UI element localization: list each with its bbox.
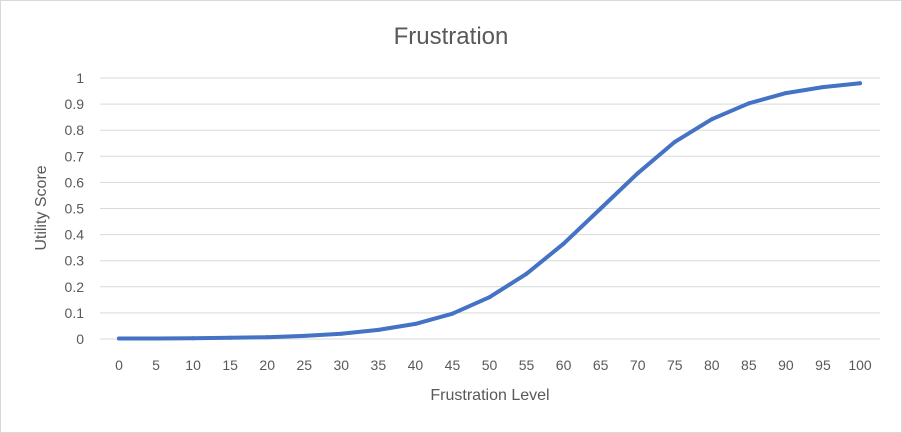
y-axis-title: Utility Score	[33, 165, 50, 250]
y-tick-label: 0.3	[65, 253, 85, 269]
data-point	[228, 335, 233, 340]
x-tick-label: 25	[296, 357, 312, 373]
data-point	[524, 271, 529, 276]
data-point	[339, 331, 344, 336]
x-tick-label: 45	[445, 357, 461, 373]
x-tick-label: 50	[482, 357, 498, 373]
x-tick-label: 70	[630, 357, 646, 373]
x-tick-label: 100	[848, 357, 872, 373]
data-point	[487, 295, 492, 300]
y-tick-label: 0.7	[65, 148, 85, 164]
y-tick-label: 0	[76, 331, 84, 347]
x-axis-ticks: 0 5 10 15 20 25 30 35 40 45 50 55 60 65 70 75 80 85 90 95 10…	[115, 357, 872, 373]
x-tick-label: 10	[185, 357, 201, 373]
data-point	[709, 117, 714, 122]
data-point	[783, 91, 788, 96]
x-tick-label: 35	[371, 357, 387, 373]
y-tick-label: 0.5	[65, 201, 85, 217]
x-tick-label: 40	[408, 357, 424, 373]
data-point	[746, 101, 751, 106]
x-tick-label: 80	[704, 357, 720, 373]
data-point	[635, 171, 640, 176]
y-tick-label: 0.4	[65, 227, 85, 243]
x-tick-label: 85	[741, 357, 757, 373]
x-tick-label: 75	[667, 357, 683, 373]
data-point	[561, 241, 566, 246]
x-tick-label: 90	[778, 357, 794, 373]
x-tick-label: 55	[519, 357, 535, 373]
data-point	[672, 139, 677, 144]
y-tick-label: 0.1	[65, 305, 85, 321]
y-tick-label: 0.9	[65, 96, 85, 112]
data-point	[450, 311, 455, 316]
x-tick-label: 30	[334, 357, 350, 373]
y-tick-label: 0.8	[65, 122, 85, 138]
x-tick-label: 0	[115, 357, 123, 373]
data-point	[858, 81, 862, 86]
series-group	[117, 81, 862, 341]
x-tick-label: 5	[152, 357, 160, 373]
series-line	[117, 81, 862, 341]
x-tick-label: 15	[222, 357, 238, 373]
x-tick-label: 20	[259, 357, 275, 373]
y-tick-label: 0.2	[65, 279, 85, 295]
data-point	[154, 336, 159, 341]
y-tick-label: 1	[76, 70, 84, 86]
data-point	[413, 321, 418, 326]
data-point	[376, 327, 381, 332]
data-point	[820, 85, 825, 90]
data-point	[598, 206, 603, 211]
y-axis-ticks: 0 0.1 0.2 0.3 0.4 0.5 0.6 0.7 0.8 0.9 1	[65, 70, 85, 347]
gridlines	[100, 77, 880, 340]
x-tick-label: 60	[556, 357, 572, 373]
x-tick-label: 95	[815, 357, 831, 373]
data-point	[117, 336, 121, 341]
x-axis-title: Frustration Level	[430, 387, 549, 404]
data-point	[265, 335, 270, 340]
chart-title: Frustration	[394, 23, 509, 50]
y-tick-label: 0.6	[65, 174, 85, 190]
x-tick-label: 65	[593, 357, 609, 373]
data-point	[191, 336, 196, 341]
data-point	[302, 333, 307, 338]
